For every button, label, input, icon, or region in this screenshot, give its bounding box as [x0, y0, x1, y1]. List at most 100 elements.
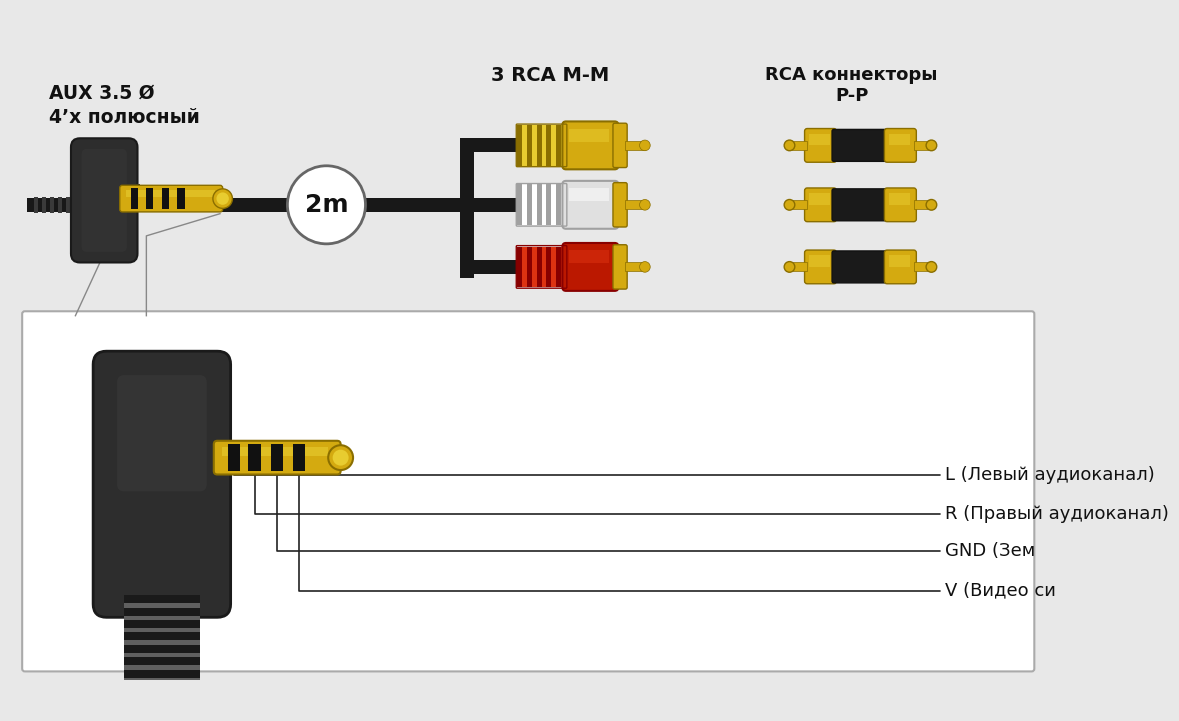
Bar — [532, 125, 538, 166]
Bar — [569, 188, 610, 201]
FancyBboxPatch shape — [81, 149, 127, 252]
Text: R (Правый аудиоканал): R (Правый аудиоканал) — [944, 505, 1168, 523]
Circle shape — [296, 466, 302, 472]
Bar — [546, 247, 552, 287]
Circle shape — [274, 466, 279, 472]
Bar — [527, 185, 532, 225]
Bar — [522, 247, 527, 287]
FancyBboxPatch shape — [832, 189, 889, 221]
Circle shape — [639, 262, 651, 273]
Text: 3 RCA M-M: 3 RCA M-M — [490, 66, 610, 84]
Text: V (Видео си: V (Видео си — [944, 582, 1055, 600]
Bar — [914, 200, 931, 209]
Bar — [58, 197, 62, 213]
Bar — [556, 185, 561, 225]
Bar — [270, 444, 283, 471]
Bar — [124, 678, 199, 682]
Circle shape — [288, 166, 365, 244]
Bar — [625, 141, 645, 150]
Bar — [546, 125, 552, 166]
Circle shape — [328, 445, 353, 470]
FancyBboxPatch shape — [22, 311, 1034, 671]
FancyBboxPatch shape — [613, 244, 627, 289]
Circle shape — [231, 466, 237, 472]
Bar — [625, 262, 645, 271]
Bar — [163, 188, 170, 209]
FancyBboxPatch shape — [804, 188, 837, 221]
FancyBboxPatch shape — [71, 138, 138, 262]
Circle shape — [784, 200, 795, 210]
FancyBboxPatch shape — [213, 441, 341, 474]
Bar — [809, 134, 830, 146]
Bar — [124, 658, 199, 665]
Bar — [365, 198, 461, 212]
Bar — [532, 185, 538, 225]
Bar — [131, 188, 138, 209]
Circle shape — [926, 140, 937, 151]
Bar — [98, 197, 103, 213]
Bar — [50, 197, 54, 213]
Bar — [809, 193, 830, 205]
Bar — [34, 197, 38, 213]
Bar — [124, 665, 199, 670]
Circle shape — [784, 140, 795, 151]
Bar — [228, 444, 241, 471]
Text: GND (Зем: GND (Зем — [944, 541, 1035, 559]
FancyBboxPatch shape — [884, 188, 916, 221]
Bar — [518, 125, 522, 166]
Bar — [790, 141, 808, 150]
FancyBboxPatch shape — [93, 351, 231, 617]
Circle shape — [217, 193, 229, 205]
Bar — [569, 250, 610, 263]
Bar — [124, 632, 199, 640]
Bar — [41, 197, 46, 213]
Bar — [541, 125, 547, 166]
FancyBboxPatch shape — [117, 375, 206, 491]
Text: AUX 3.5 Ø
4’x полюсный: AUX 3.5 Ø 4’x полюсный — [48, 84, 199, 128]
Bar — [177, 188, 184, 209]
Bar — [518, 247, 522, 287]
Bar — [124, 640, 199, 645]
Bar — [536, 185, 542, 225]
Bar — [889, 134, 910, 146]
Bar — [556, 247, 561, 287]
Bar — [124, 608, 199, 616]
FancyBboxPatch shape — [613, 123, 627, 167]
Bar — [541, 247, 547, 287]
Bar — [569, 128, 610, 142]
Bar — [536, 247, 542, 287]
Circle shape — [213, 189, 232, 208]
Bar — [522, 125, 527, 166]
Text: 2m: 2m — [304, 193, 348, 217]
Bar — [124, 628, 199, 632]
Text: RCA коннекторы: RCA коннекторы — [765, 66, 937, 84]
FancyBboxPatch shape — [562, 243, 618, 291]
Bar — [146, 188, 153, 209]
Bar — [536, 125, 542, 166]
Bar — [809, 255, 830, 267]
Bar — [552, 185, 556, 225]
Bar — [556, 125, 561, 166]
Bar — [625, 200, 645, 209]
FancyBboxPatch shape — [613, 182, 627, 227]
Text: P-P: P-P — [835, 87, 868, 105]
Bar — [790, 262, 808, 271]
Bar — [552, 125, 556, 166]
Bar — [914, 262, 931, 271]
Bar — [460, 149, 474, 278]
Bar — [546, 185, 552, 225]
Bar — [522, 185, 527, 225]
Circle shape — [332, 450, 349, 466]
Bar — [561, 247, 566, 287]
Text: L (Левый аудиоканал): L (Левый аудиоканал) — [944, 466, 1154, 485]
Bar — [249, 444, 261, 471]
FancyBboxPatch shape — [562, 121, 618, 169]
Bar — [222, 447, 328, 456]
FancyBboxPatch shape — [562, 181, 618, 229]
Bar — [73, 197, 78, 213]
Bar — [66, 197, 70, 213]
Bar — [889, 255, 910, 267]
Bar — [27, 198, 400, 212]
FancyBboxPatch shape — [832, 251, 889, 283]
FancyBboxPatch shape — [832, 129, 889, 162]
